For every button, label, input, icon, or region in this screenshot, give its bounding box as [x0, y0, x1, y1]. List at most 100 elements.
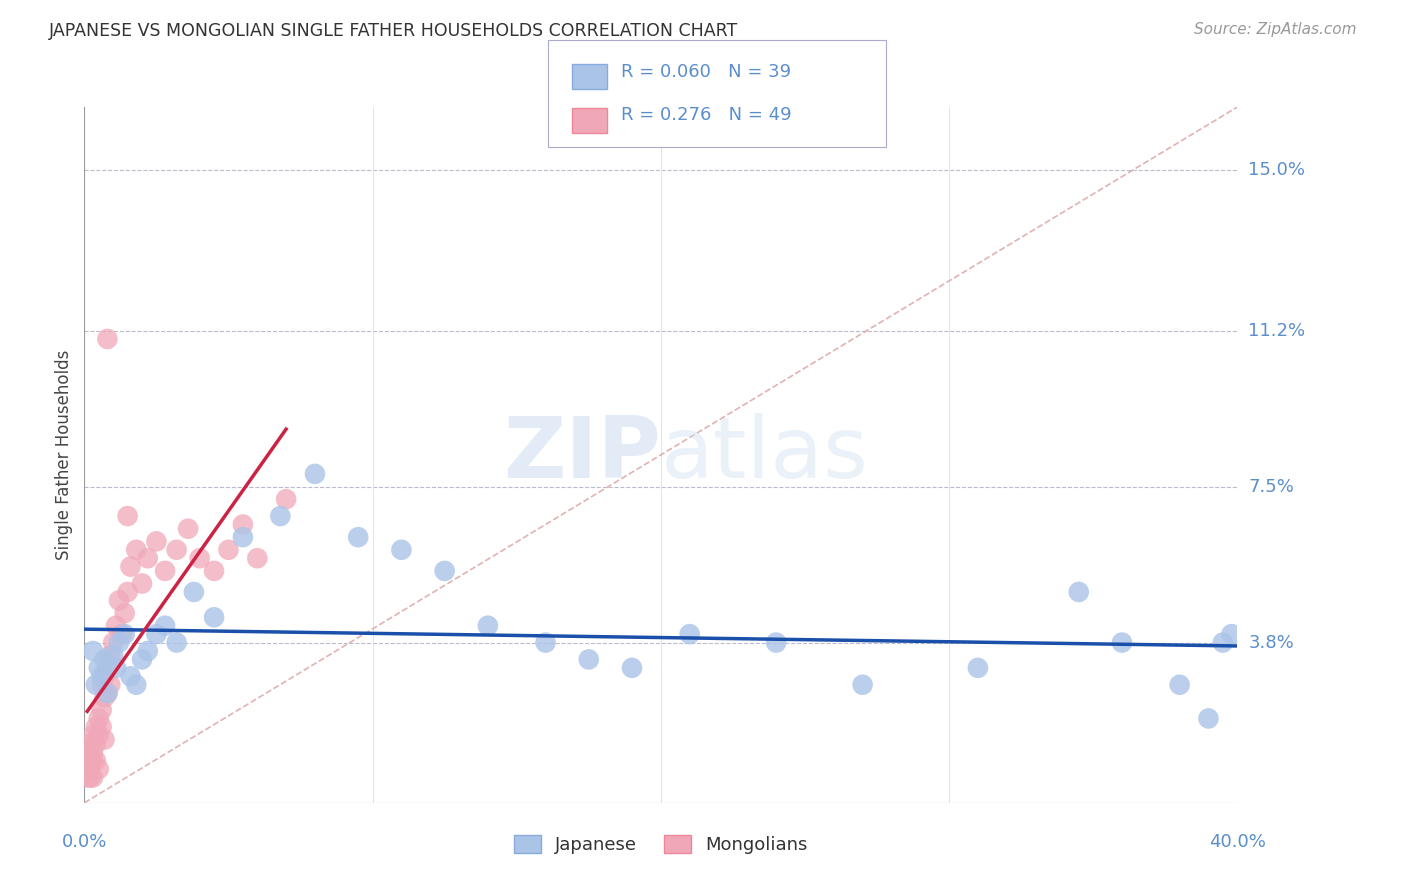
- Point: [433, 564, 456, 578]
- Point: [145, 534, 167, 549]
- Point: [166, 542, 188, 557]
- Point: [153, 564, 176, 578]
- Point: [1220, 627, 1243, 641]
- Point: [852, 678, 875, 692]
- Text: JAPANESE VS MONGOLIAN SINGLE FATHER HOUSEHOLDS CORRELATION CHART: JAPANESE VS MONGOLIAN SINGLE FATHER HOUS…: [49, 22, 738, 40]
- Point: [1168, 678, 1191, 692]
- Point: [177, 522, 200, 536]
- Point: [87, 762, 110, 776]
- Point: [534, 635, 557, 649]
- Point: [90, 720, 112, 734]
- Point: [76, 771, 98, 785]
- Point: [103, 648, 124, 663]
- Point: [90, 678, 112, 692]
- Point: [93, 732, 115, 747]
- Point: [98, 648, 121, 663]
- Point: [79, 754, 101, 768]
- Point: [96, 661, 118, 675]
- Text: 11.2%: 11.2%: [1249, 321, 1306, 340]
- Point: [347, 530, 370, 544]
- Point: [276, 492, 298, 507]
- Point: [269, 509, 291, 524]
- Point: [87, 728, 110, 742]
- Point: [76, 762, 98, 776]
- Point: [90, 669, 112, 683]
- Text: R = 0.276   N = 49: R = 0.276 N = 49: [621, 106, 792, 124]
- Point: [96, 332, 118, 346]
- Point: [183, 585, 205, 599]
- Point: [90, 703, 112, 717]
- Text: atlas: atlas: [661, 413, 869, 497]
- Point: [96, 686, 118, 700]
- Point: [114, 627, 136, 641]
- Point: [1111, 635, 1133, 649]
- Point: [82, 644, 104, 658]
- Point: [136, 551, 159, 566]
- Point: [82, 754, 104, 768]
- Text: 7.5%: 7.5%: [1249, 477, 1295, 496]
- Point: [120, 559, 142, 574]
- Legend: Japanese, Mongolians: Japanese, Mongolians: [505, 826, 817, 863]
- Text: 0.0%: 0.0%: [62, 833, 107, 851]
- Point: [117, 509, 139, 524]
- Point: [218, 542, 240, 557]
- Text: R = 0.060   N = 39: R = 0.060 N = 39: [621, 63, 792, 81]
- Point: [93, 652, 115, 666]
- Point: [96, 686, 118, 700]
- Point: [105, 661, 128, 675]
- Point: [84, 678, 107, 692]
- Point: [131, 576, 153, 591]
- Y-axis label: Single Father Households: Single Father Households: [55, 350, 73, 560]
- Text: 3.8%: 3.8%: [1249, 633, 1294, 651]
- Point: [621, 661, 644, 675]
- Point: [246, 551, 269, 566]
- Point: [1067, 585, 1090, 599]
- Point: [145, 627, 167, 641]
- Point: [202, 564, 225, 578]
- Point: [120, 669, 142, 683]
- Point: [79, 762, 101, 776]
- Point: [232, 517, 254, 532]
- Point: [136, 644, 159, 658]
- Point: [82, 728, 104, 742]
- Point: [79, 771, 101, 785]
- Point: [84, 720, 107, 734]
- Point: [108, 593, 131, 607]
- Point: [93, 690, 115, 705]
- Point: [79, 737, 101, 751]
- Point: [166, 635, 188, 649]
- Point: [202, 610, 225, 624]
- Text: ZIP: ZIP: [503, 413, 661, 497]
- Text: 15.0%: 15.0%: [1249, 161, 1305, 179]
- Point: [87, 661, 110, 675]
- Point: [98, 678, 121, 692]
- Point: [108, 635, 131, 649]
- Point: [84, 737, 107, 751]
- Point: [232, 530, 254, 544]
- Point: [1212, 635, 1234, 649]
- Point: [76, 745, 98, 759]
- Point: [477, 618, 499, 632]
- Point: [105, 618, 128, 632]
- Point: [82, 771, 104, 785]
- Point: [82, 745, 104, 759]
- Point: [103, 635, 124, 649]
- Point: [1198, 711, 1220, 725]
- Point: [84, 754, 107, 768]
- Point: [87, 711, 110, 725]
- Point: [125, 542, 148, 557]
- Point: [967, 661, 990, 675]
- Point: [188, 551, 211, 566]
- Point: [114, 606, 136, 620]
- Point: [578, 652, 600, 666]
- Point: [131, 652, 153, 666]
- Point: [304, 467, 326, 481]
- Text: Source: ZipAtlas.com: Source: ZipAtlas.com: [1194, 22, 1357, 37]
- Point: [117, 585, 139, 599]
- Point: [93, 669, 115, 683]
- Point: [679, 627, 702, 641]
- Point: [765, 635, 787, 649]
- Point: [153, 618, 176, 632]
- Point: [391, 542, 413, 557]
- Point: [125, 678, 148, 692]
